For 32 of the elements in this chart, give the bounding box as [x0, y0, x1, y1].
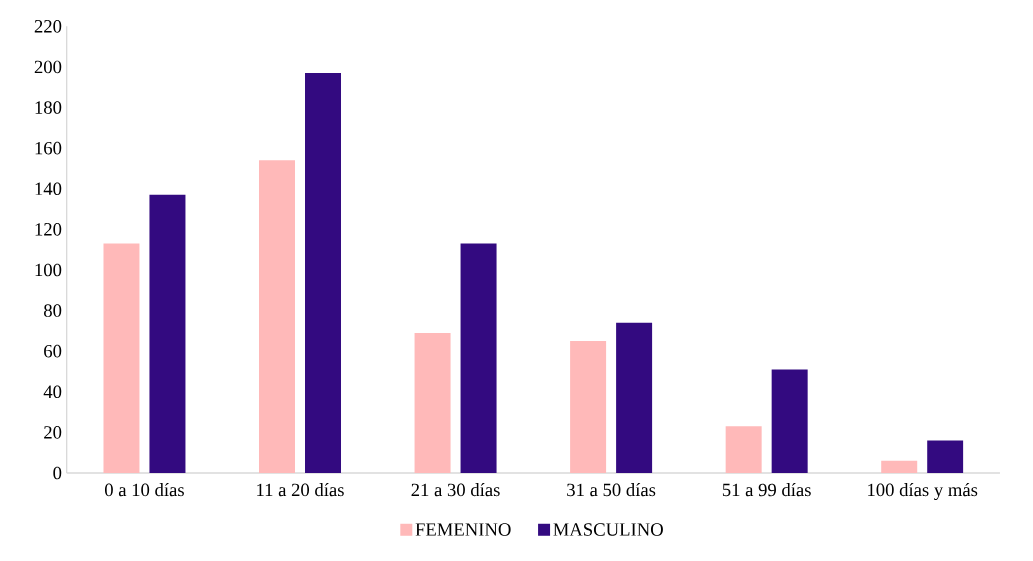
bar: [570, 341, 607, 473]
y-tick-label: 120: [35, 223, 62, 236]
y-tick-label: 160: [35, 141, 62, 155]
y-tick-label: 40: [43, 385, 62, 399]
bar: [460, 243, 497, 473]
bar: [149, 194, 186, 473]
y-tick-label: 220: [34, 20, 62, 33]
legend-label: FEMENINO: [415, 523, 511, 536]
x-tick-label: 100 días y más: [868, 483, 978, 501]
bar: [616, 322, 653, 473]
bar: [771, 369, 808, 473]
y-tick-label: 180: [35, 101, 62, 114]
x-tick-label: 11 a 20 días: [257, 483, 344, 497]
bar: [881, 460, 918, 473]
bar: [414, 332, 451, 473]
bar: [927, 440, 964, 473]
y-tick-label: 60: [44, 344, 62, 358]
y-tick-label: 200: [34, 60, 62, 74]
y-tick-label: 80: [44, 304, 62, 317]
y-tick-label: 100: [35, 263, 62, 277]
y-tick-label: 20: [44, 426, 62, 439]
x-tick-label: 21 a 30 días: [411, 483, 500, 497]
bar: [259, 160, 296, 473]
bar: [725, 426, 762, 473]
y-tick-label: 0: [53, 466, 62, 480]
y-tick-label: 140: [35, 182, 62, 196]
bar: [103, 243, 140, 473]
x-tick-label: 0 a 10 días: [104, 483, 184, 497]
legend-label: MASCULINO: [553, 523, 663, 536]
x-tick-label: 51 a 99 días: [722, 483, 811, 497]
x-tick-label: 31 a 50 días: [567, 483, 656, 497]
bar: [305, 73, 342, 473]
